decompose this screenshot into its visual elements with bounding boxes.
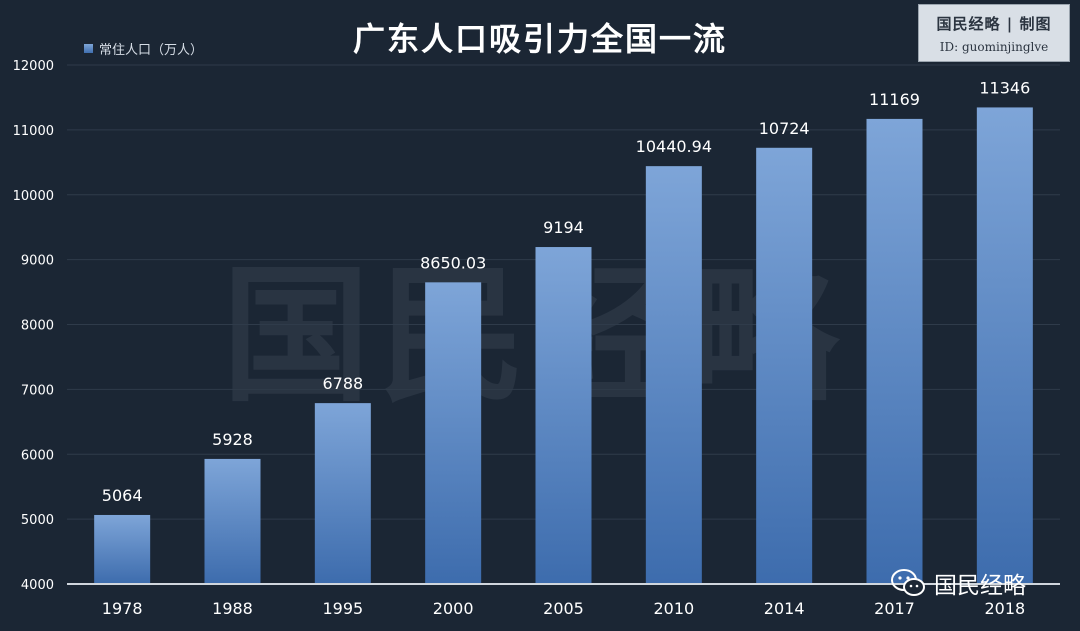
data-label: 10440.94 (636, 137, 712, 156)
footer-brand-label: 国民经略 (934, 573, 1026, 599)
data-label: 8650.03 (420, 253, 486, 272)
bar (866, 118, 923, 584)
bar (756, 147, 813, 584)
bars (94, 107, 1033, 584)
bar (535, 247, 592, 584)
x-tick-label: 2000 (433, 599, 474, 618)
bar (314, 403, 371, 584)
y-tick-label: 11000 (13, 124, 54, 139)
data-labels: 5064 5928 6788 8650.03 9194 10440.94 10724 1116… (102, 78, 1030, 505)
data-label: 11169 (869, 90, 920, 109)
y-tick-label: 10000 (13, 189, 54, 204)
y-tick-label: 6000 (21, 448, 54, 463)
x-tick-label: 2010 (653, 599, 694, 618)
legend-label: 常住人口（万人） (99, 43, 204, 58)
legend: 常住人口（万人） (84, 39, 203, 58)
y-tick-label: 8000 (21, 319, 54, 334)
x-tick-label: 2018 (984, 599, 1025, 618)
y-tick-label: 4000 (21, 578, 54, 593)
y-tick-label: 12000 (13, 59, 54, 74)
footer-brand: 国民经略 (890, 566, 1026, 600)
bar (645, 166, 702, 584)
bar (425, 282, 482, 584)
y-tick-label: 7000 (21, 383, 54, 398)
data-label: 10724 (759, 119, 810, 138)
watermark: 国民经略 (222, 248, 846, 422)
legend-swatch (84, 44, 93, 53)
data-label: 5928 (212, 430, 253, 449)
data-label: 9194 (543, 218, 584, 237)
credit-badge: 国民经略 | 制图 ID: guominjinglve (918, 4, 1070, 62)
wechat-icon (891, 569, 925, 596)
x-tick-label: 2017 (874, 599, 915, 618)
chart-title: 广东人口吸引力全国一流 (352, 20, 727, 58)
badge-title: 国民经略 | 制图 (936, 15, 1052, 33)
x-tick-label: 2005 (543, 599, 584, 618)
data-label: 6788 (322, 374, 363, 393)
bar (976, 107, 1033, 584)
x-tick-label: 1995 (322, 599, 363, 618)
y-tick-label: 5000 (21, 513, 54, 528)
bar (204, 458, 261, 584)
data-label: 5064 (102, 486, 143, 505)
x-tick-label: 2014 (764, 599, 805, 618)
y-tick-label: 9000 (21, 254, 54, 269)
bar (94, 514, 151, 584)
badge-id: ID: guominjinglve (939, 40, 1049, 54)
x-tick-label: 1988 (212, 599, 253, 618)
axes: 4000 5000 6000 7000 8000 9000 10000 11000 12000 1… (13, 59, 1060, 618)
data-label: 11346 (979, 78, 1030, 97)
x-tick-label: 1978 (102, 599, 143, 618)
